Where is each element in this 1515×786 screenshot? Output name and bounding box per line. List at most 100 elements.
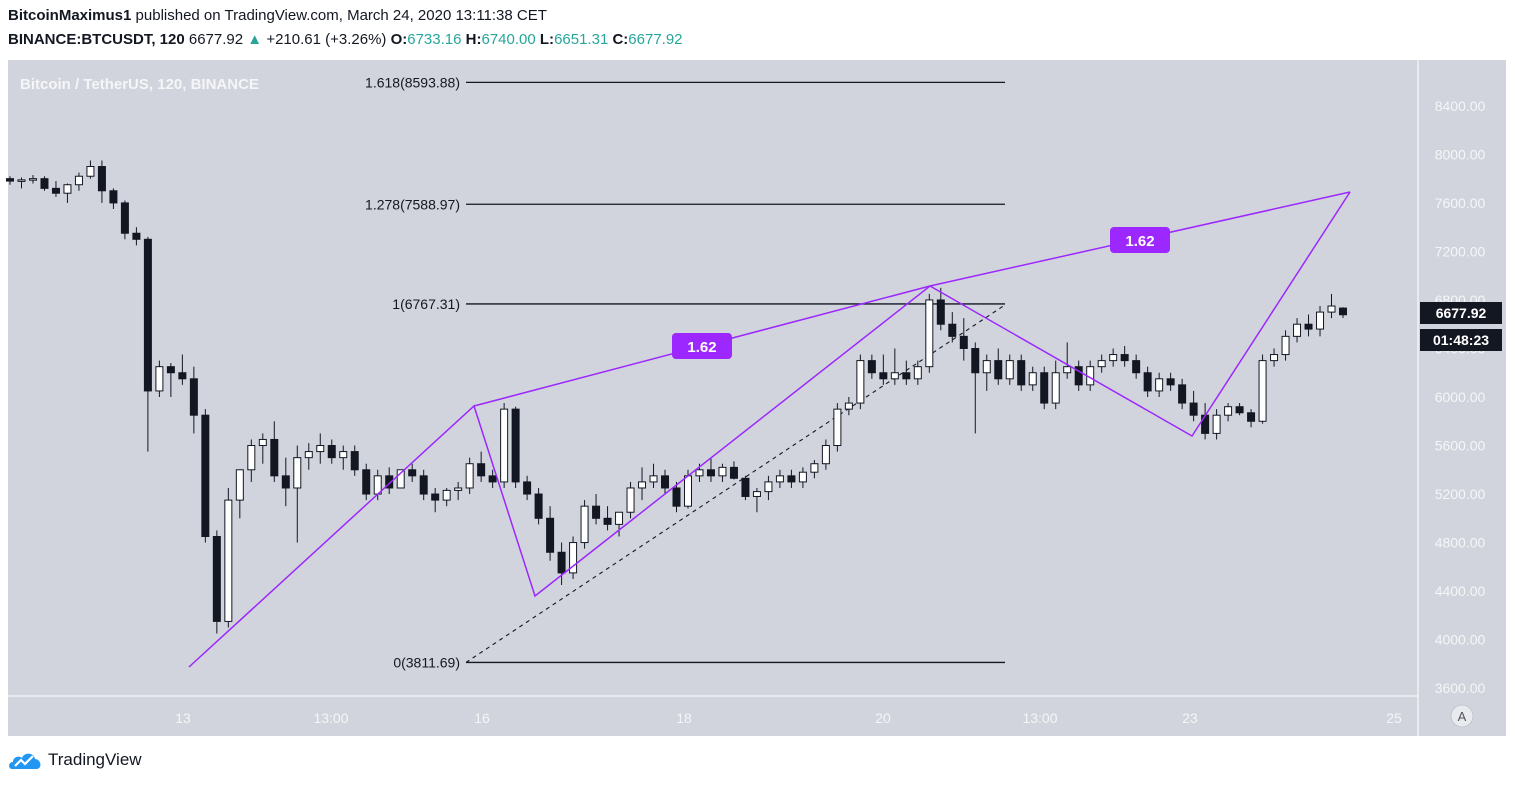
- ratio-label: 1.62: [1125, 233, 1154, 250]
- candle-up: [1097, 360, 1106, 368]
- pattern-leg: [188, 191, 1351, 668]
- candle-down: [408, 469, 417, 477]
- candle-down: [603, 517, 612, 525]
- y-tick-label: 7600.00: [1435, 195, 1486, 211]
- candle-up: [695, 469, 704, 477]
- candle-up: [500, 408, 509, 483]
- candle-down: [1247, 412, 1256, 422]
- x-tick-label: 13:00: [1022, 710, 1057, 726]
- price-axis[interactable]: [1418, 60, 1506, 736]
- x-tick-label: 13:00: [313, 710, 348, 726]
- candle-up: [1293, 323, 1302, 337]
- candle-up: [764, 481, 773, 493]
- candle-up: [304, 451, 313, 459]
- candle-up: [454, 487, 463, 491]
- axis-mode-button[interactable]: A: [1450, 704, 1474, 728]
- candle-up: [74, 175, 83, 186]
- candle-down: [1074, 366, 1083, 386]
- x-tick-label: 18: [676, 710, 692, 726]
- candle-down: [1189, 402, 1198, 416]
- ratio-badge: [1110, 227, 1170, 253]
- candle-up: [1316, 311, 1325, 330]
- candlestick-series: [6, 160, 1347, 634]
- candle-up: [1028, 372, 1037, 386]
- candle-down: [948, 323, 957, 337]
- candle-down: [1201, 414, 1210, 434]
- candle-up: [718, 466, 727, 477]
- ratio-label: 1.62: [687, 339, 716, 356]
- candle-up: [775, 475, 784, 483]
- time-axis[interactable]: [8, 696, 1418, 736]
- candle-down: [488, 475, 497, 483]
- candle-up: [982, 360, 991, 374]
- author-name[interactable]: BitcoinMaximus1: [8, 7, 132, 24]
- fib-extension[interactable]: 1.618(8593.88) 1.278(7588.97) 1(6767.31) 0(…: [365, 74, 1006, 670]
- high-label: H:: [465, 31, 482, 48]
- harmonic-pattern[interactable]: 1.62 1.62: [188, 191, 1351, 668]
- candle-up: [569, 542, 578, 574]
- candle-down: [971, 347, 980, 374]
- candle-down: [672, 487, 681, 507]
- y-tick-label: 3600.00: [1435, 680, 1486, 696]
- candle-down: [350, 451, 359, 471]
- candle-up: [1258, 360, 1267, 422]
- y-tick-label: 5200.00: [1435, 486, 1486, 502]
- candle-up: [247, 445, 256, 471]
- candle-down: [523, 481, 532, 495]
- candle-up: [1212, 414, 1221, 434]
- candle-down: [178, 372, 187, 380]
- x-tick-label: 23: [1182, 710, 1198, 726]
- candle-up: [638, 481, 647, 489]
- candle-up: [1155, 378, 1164, 392]
- candle-down: [120, 202, 129, 234]
- candle-down: [546, 517, 555, 553]
- candle-down: [6, 178, 14, 182]
- candle-down: [143, 238, 152, 392]
- candle-up: [810, 463, 819, 473]
- candle-up: [1224, 406, 1233, 416]
- x-tick-label: 13: [175, 710, 191, 726]
- candle-down: [1017, 360, 1026, 386]
- y-tick-label: 5600.00: [1435, 438, 1486, 454]
- close-value: 6677.92: [628, 31, 683, 48]
- candle-up: [925, 299, 934, 368]
- candle-up: [396, 469, 405, 489]
- y-tick-label: 4400.00: [1435, 583, 1486, 599]
- candle-up: [833, 408, 842, 447]
- open-value: 6733.16: [407, 31, 462, 48]
- tradingview-cloud-icon: [9, 753, 41, 769]
- y-tick-label: 4800.00: [1435, 535, 1486, 551]
- candle-down: [362, 469, 371, 495]
- candle-up: [683, 475, 692, 507]
- fib-level-label: 1.618(8593.88): [365, 74, 460, 90]
- candle-up: [890, 372, 899, 380]
- candle-down: [557, 551, 566, 574]
- candle-up: [316, 445, 325, 453]
- candle-down: [477, 463, 486, 477]
- fib-level-label: 1(6767.31): [392, 296, 460, 312]
- plot-area[interactable]: [8, 60, 1418, 696]
- last-price-badge: [1420, 302, 1502, 324]
- candle-down: [729, 466, 738, 479]
- candle-down: [1040, 372, 1049, 404]
- candle-down: [936, 299, 945, 325]
- candle-down: [212, 535, 221, 622]
- candle-up: [798, 471, 807, 483]
- candle-down: [51, 187, 60, 194]
- candle-down: [902, 372, 911, 380]
- ohlc-legend: BINANCE:BTCUSDT, 120 6677.92 ▲ +210.61 (…: [8, 31, 683, 48]
- fib-level-label: 0(3811.69): [393, 654, 460, 670]
- symbol-label: BINANCE:BTCUSDT, 120: [8, 31, 185, 48]
- candle-up: [821, 445, 830, 465]
- high-value: 6740.00: [481, 31, 536, 48]
- candle-up: [752, 491, 761, 497]
- candle-up: [626, 487, 635, 513]
- candle-down: [132, 232, 141, 240]
- candle-down: [1235, 406, 1244, 414]
- candle-down: [1339, 307, 1347, 316]
- candle-up: [1051, 372, 1060, 404]
- tradingview-logo[interactable]: TradingView: [8, 749, 142, 771]
- ratio-badge: [672, 333, 732, 359]
- candle-down: [706, 469, 715, 477]
